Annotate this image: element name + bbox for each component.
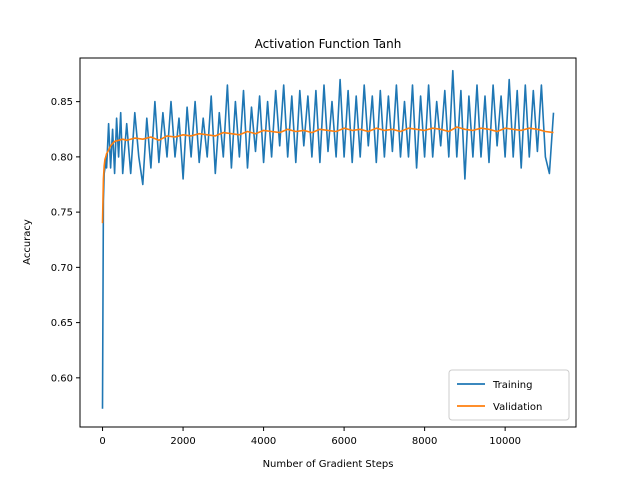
y-tick-label: 0.70 (51, 263, 73, 274)
y-axis-label: Accuracy (22, 219, 33, 265)
series-line-validation (101, 126, 554, 224)
x-tick-label: 2000 (170, 436, 195, 447)
legend-label-training: Training (492, 380, 532, 391)
legend-box (448, 369, 570, 421)
x-tick-label: 4000 (251, 436, 276, 447)
y-tick-label: 0.85 (51, 97, 73, 108)
x-tick-label: 8000 (412, 436, 437, 447)
y-axis-ticks: 0.60 0.65 0.70 0.75 0.80 0.85 (51, 97, 80, 384)
chart-title: Activation Function Tanh (255, 37, 402, 51)
legend: Training Validation (448, 369, 570, 421)
series-line-training (101, 69, 555, 409)
x-tick-label: 10000 (489, 436, 521, 447)
y-tick-label: 0.65 (51, 318, 73, 329)
x-tick-label: 6000 (331, 436, 356, 447)
x-axis-label: Number of Gradient Steps (263, 459, 394, 470)
x-axis-ticks: 0 2000 4000 6000 8000 10000 (99, 427, 521, 447)
series-layer (101, 69, 555, 409)
axes-frame (79, 57, 577, 428)
x-tick-label: 0 (99, 436, 105, 447)
y-tick-label: 0.80 (51, 152, 73, 163)
legend-label-validation: Validation (493, 402, 542, 413)
y-tick-label: 0.60 (51, 373, 73, 384)
y-tick-label: 0.75 (51, 208, 73, 219)
